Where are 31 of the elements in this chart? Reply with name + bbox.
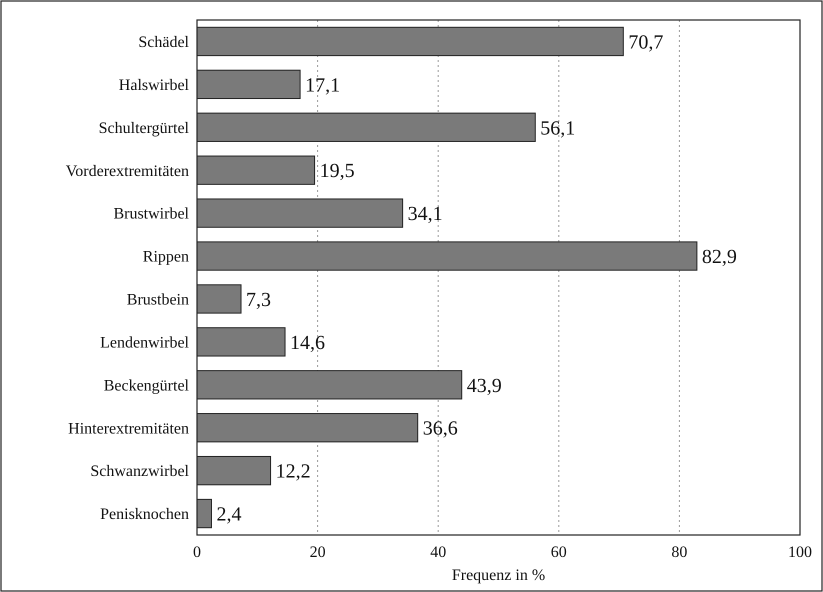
data-label: 56,1 <box>540 117 576 140</box>
data-label: 7,3 <box>246 288 272 311</box>
y-tick-label: Hinterextremitäten <box>68 420 189 438</box>
data-label: 36,6 <box>422 418 458 440</box>
y-tick-label: Brustbein <box>126 292 189 309</box>
y-tick-label: Halswirbel <box>118 76 190 94</box>
y-tick-label: Brustwirbel <box>113 206 190 223</box>
y-tick-label: Lendenwirbel <box>100 334 190 352</box>
x-tick-label: 80 <box>671 544 688 561</box>
data-label: 43,9 <box>466 374 502 397</box>
x-tick-label: 20 <box>310 544 326 561</box>
data-label: 82,9 <box>702 246 737 268</box>
data-label: 12,2 <box>276 460 311 483</box>
y-tick-label: Schädel <box>138 34 190 52</box>
data-label: 2,4 <box>216 504 242 526</box>
x-tick-label: 40 <box>430 544 446 561</box>
data-label: 19,5 <box>320 160 355 182</box>
data-label: 34,1 <box>408 203 443 226</box>
y-tick-label: Schwanzwirbel <box>90 463 190 480</box>
y-tick-label: Schultergürtel <box>98 120 190 137</box>
data-label: 17,1 <box>305 74 340 96</box>
x-axis-title: Frequenz in % <box>452 567 546 584</box>
data-label: 70,7 <box>628 31 664 54</box>
data-label: 14,6 <box>290 332 326 354</box>
y-tick-label: Beckengürtel <box>104 377 190 394</box>
x-tick-label: 0 <box>193 544 201 561</box>
y-tick-label: Rippen <box>142 248 189 266</box>
y-tick-label: Penisknochen <box>100 506 189 524</box>
x-tick-label: 60 <box>550 544 567 561</box>
y-tick-label: Vorderextremitäten <box>66 162 189 180</box>
x-tick-label: 100 <box>788 544 812 561</box>
